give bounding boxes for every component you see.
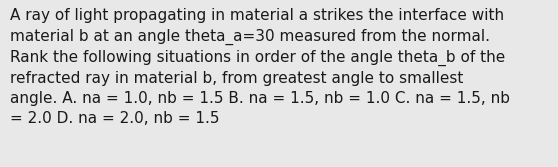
Text: A ray of light propagating in material a strikes the interface with
material b a: A ray of light propagating in material a… — [10, 8, 510, 126]
